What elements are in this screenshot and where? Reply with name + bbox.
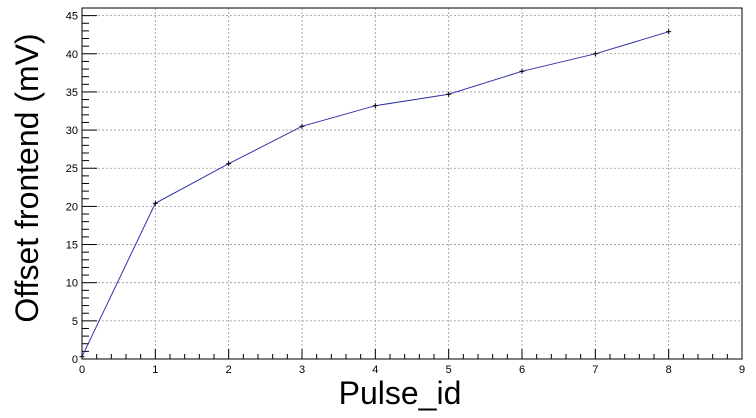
plot-frame [81, 7, 743, 360]
y-tick-label: 15 [66, 240, 78, 252]
y-tick-label: 25 [66, 163, 78, 175]
x-tick-label: 4 [372, 364, 378, 376]
x-tick-label: 9 [739, 364, 745, 376]
data-point [226, 161, 232, 167]
data-point [79, 354, 85, 360]
y-tick-label: 40 [66, 49, 78, 61]
data-point [152, 200, 158, 206]
y-tick-label: 45 [66, 11, 78, 23]
y-tick-label: 30 [66, 125, 78, 137]
x-tick-label: 5 [446, 364, 452, 376]
x-tick-label: 3 [299, 364, 305, 376]
data-point [299, 123, 305, 129]
y-tick-label: 20 [66, 201, 78, 213]
data-point [446, 91, 452, 97]
series-layer [79, 29, 672, 360]
x-tick-label: 2 [226, 364, 232, 376]
axis-ticks [81, 7, 743, 360]
x-tick-label: 7 [592, 364, 598, 376]
x-tick-label: 8 [666, 364, 672, 376]
data-point [592, 51, 598, 57]
grid-lines [82, 8, 742, 359]
data-point [372, 103, 378, 109]
x-axis-title: Pulse_id [339, 375, 462, 411]
y-tick-label: 35 [66, 87, 78, 99]
x-tick-label: 0 [79, 364, 85, 376]
data-point [666, 29, 672, 35]
x-tick-label: 1 [152, 364, 158, 376]
y-tick-label: 10 [66, 278, 78, 290]
x-tick-label: 6 [519, 364, 525, 376]
y-tick-label: 5 [72, 316, 78, 328]
y-tick-label: 0 [72, 354, 78, 366]
y-axis-title: Offset frontend (mV) [9, 33, 45, 322]
data-point [519, 68, 525, 74]
